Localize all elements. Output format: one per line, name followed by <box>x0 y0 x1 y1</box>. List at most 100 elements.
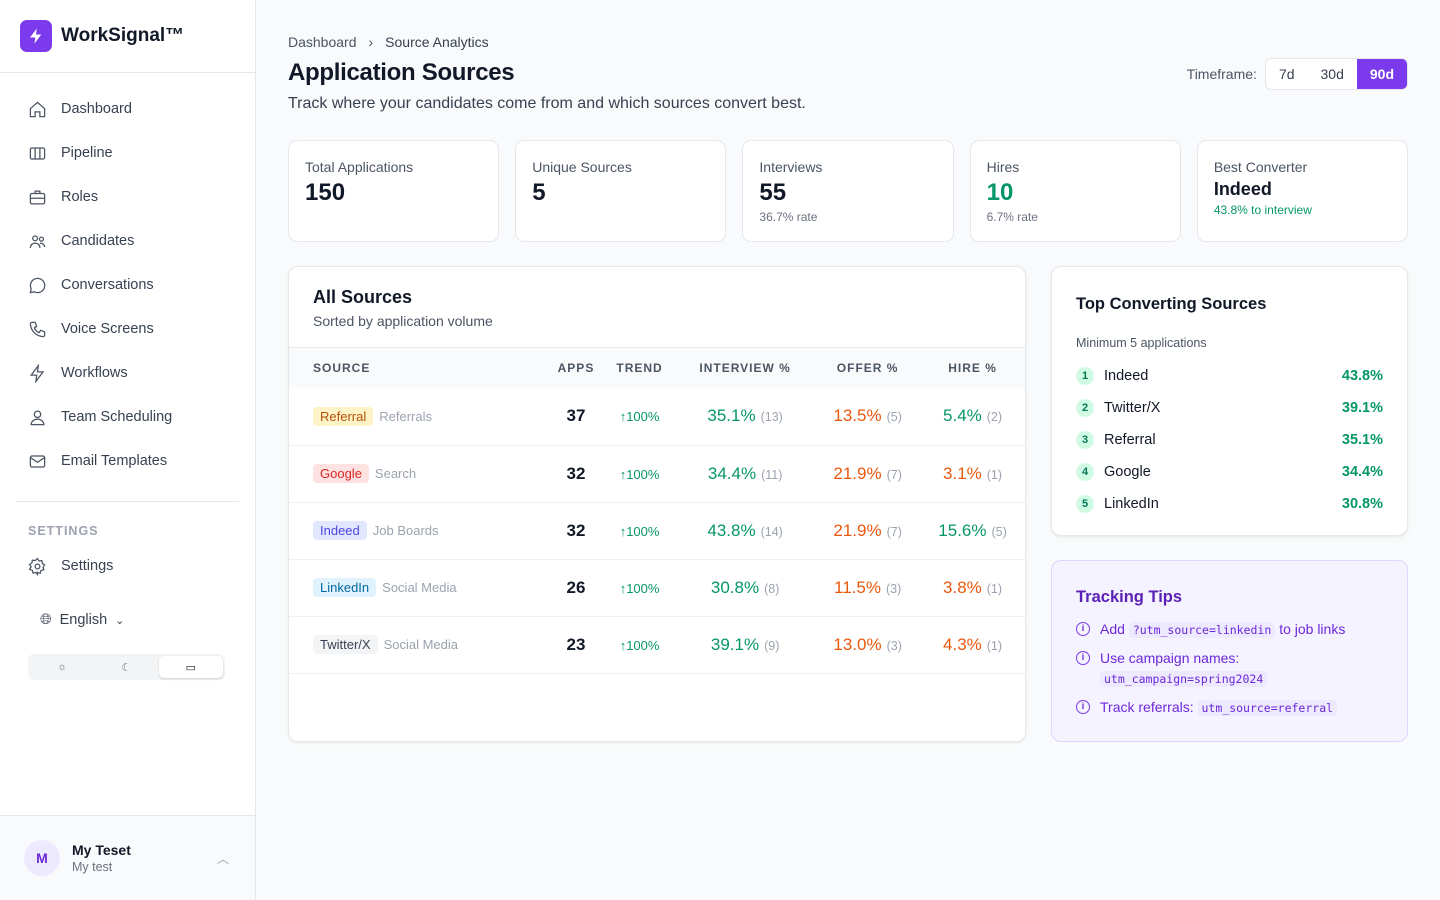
theme-dark-moon-icon[interactable]: ☾ <box>121 661 132 674</box>
source-name: LinkedIn <box>1104 496 1159 512</box>
source-category: Social Media <box>382 580 457 595</box>
conversion-value: 34.4% <box>1341 464 1383 480</box>
divider <box>16 501 239 502</box>
column-header[interactable]: SOURCE <box>289 348 548 388</box>
info-icon: i <box>1076 700 1090 714</box>
phone-icon <box>29 321 46 337</box>
hire-pct: 15.6% <box>938 520 987 540</box>
stat-value: 150 <box>305 179 346 206</box>
sidebar-item-label: Settings <box>61 558 114 574</box>
sidebar-item-team-scheduling[interactable]: Team Scheduling <box>0 395 255 439</box>
tip-text: Use campaign names: <box>1100 650 1240 666</box>
column-header[interactable]: TREND <box>604 348 676 388</box>
hire-count: (2) <box>986 410 1003 425</box>
tip-item: i Add ?utm_source=linkedin to job links <box>1052 619 1407 640</box>
apps-count: 37 <box>566 406 586 426</box>
card-subtitle: Minimum 5 applications <box>1076 336 1207 350</box>
stat-sub: 36.7% rate <box>759 210 818 224</box>
source-category: Referrals <box>379 408 432 424</box>
breadcrumb-current: Source Analytics <box>385 34 489 50</box>
offer-pct: 13.5% <box>833 406 882 426</box>
stat-label: Unique Sources <box>532 159 632 175</box>
sidebar-item-candidates[interactable]: Candidates <box>0 219 255 263</box>
interview-pct: 35.1% <box>707 406 756 426</box>
timeframe-90d[interactable]: 90d <box>1356 59 1407 89</box>
table-row[interactable]: Indeed Job Boards 32 ↑100% 43.8% (14) 21.9… <box>289 502 1025 560</box>
chat-icon <box>29 277 46 293</box>
sidebar-item-voice-screens[interactable]: Voice Screens <box>0 307 255 351</box>
logo[interactable]: WorkSignal™ <box>0 0 255 73</box>
sidebar-item-email-templates[interactable]: Email Templates <box>0 439 255 483</box>
stat-card: Hires 10 6.7% rate <box>969 140 1181 242</box>
globe-icon: 🌐︎ <box>40 612 52 628</box>
table-row[interactable]: Google Search 32 ↑100% 34.4% (11) 21.9% (7)… <box>289 445 1025 503</box>
interview-count: (8) <box>764 581 780 596</box>
trend-value: ↑100% <box>619 580 660 596</box>
sidebar-item-label: Workflows <box>61 365 128 381</box>
interview-count: (9) <box>764 638 780 653</box>
stat-value: 10 <box>986 179 1014 206</box>
column-header[interactable]: INTERVIEW % <box>675 348 816 388</box>
app-name: WorkSignal™ <box>61 25 185 46</box>
hire-count: (1) <box>986 581 1003 596</box>
hire-pct: 5.4% <box>943 406 982 426</box>
chevron-up-icon: ︿ <box>216 851 229 866</box>
timeframe-7d[interactable]: 7d <box>1278 66 1295 82</box>
mail-icon <box>29 454 46 468</box>
hire-count: (1) <box>986 467 1003 482</box>
source-badge: Referral <box>313 406 374 426</box>
table-row[interactable]: LinkedIn Social Media 26 ↑100% 30.8% (8) 1… <box>289 559 1025 617</box>
source-name: Referral <box>1104 432 1156 448</box>
theme-toggle: ☼ ☾ ▭ <box>28 654 225 680</box>
sidebar-item-conversations[interactable]: Conversations <box>0 263 255 307</box>
avatar: M <box>24 840 60 876</box>
column-header[interactable]: OFFER % <box>815 348 921 388</box>
stat-label: Interviews <box>759 159 823 175</box>
tip-code: utm_source=referral <box>1197 700 1338 716</box>
theme-system-monitor-icon[interactable]: ▭ <box>158 656 223 678</box>
users-icon <box>29 234 46 248</box>
stat-card: Total Applications 150 <box>288 140 500 242</box>
interview-count: (11) <box>761 467 783 482</box>
card-title: Tracking Tips <box>1076 588 1183 606</box>
interview-count: (13) <box>760 410 783 425</box>
table-row[interactable]: Referral Referrals 37 ↑100% 35.1% (13) 13.… <box>289 388 1025 446</box>
conversion-value: 30.8% <box>1341 496 1383 512</box>
stat-label: Hires <box>986 159 1020 175</box>
rank-badge: 2 <box>1076 399 1094 417</box>
conversion-value: 43.8% <box>1341 368 1383 384</box>
column-header[interactable]: HIRE % <box>920 348 1025 388</box>
page-subtitle: Track where your candidates come from an… <box>288 95 806 112</box>
chevron-right-icon: › <box>368 34 374 50</box>
apps-count: 26 <box>566 577 586 597</box>
timeframe-30d[interactable]: 30d <box>1320 66 1344 82</box>
top-source-item: 4 Google 34.4% <box>1052 456 1407 488</box>
column-header[interactable]: APPS <box>547 348 605 388</box>
sidebar: WorkSignal™ Dashboard Pipeline Roles Candid… <box>0 0 256 900</box>
sidebar-item-workflows[interactable]: Workflows <box>0 351 255 395</box>
source-name: Twitter/X <box>1104 400 1161 416</box>
offer-count: (7) <box>886 524 902 539</box>
sidebar-item-dashboard[interactable]: Dashboard <box>0 87 255 131</box>
card-title: All Sources <box>313 287 413 307</box>
breadcrumb-dashboard[interactable]: Dashboard <box>288 34 357 50</box>
offer-pct: 21.9% <box>833 463 882 483</box>
theme-light-sun-icon[interactable]: ☼ <box>57 661 68 673</box>
sidebar-item-pipeline[interactable]: Pipeline <box>0 131 255 175</box>
sidebar-item-settings[interactable]: Settings <box>0 544 255 588</box>
user-menu[interactable]: M My Teset My test ︿ <box>0 815 255 900</box>
info-icon: i <box>1076 651 1090 665</box>
apps-count: 32 <box>566 463 586 483</box>
conversion-value: 35.1% <box>1341 432 1383 448</box>
language-select[interactable]: 🌐︎ English ⌄ <box>0 588 255 638</box>
table-row[interactable]: Twitter/X Social Media 23 ↑100% 39.1% (9) … <box>289 616 1025 674</box>
top-source-item: 2 Twitter/X 39.1% <box>1052 392 1407 424</box>
info-icon: i <box>1076 622 1090 636</box>
top-source-item: 3 Referral 35.1% <box>1052 424 1407 456</box>
top-converting-card: Top Converting Sources Minimum 5 applica… <box>1051 266 1408 536</box>
breadcrumb: Dashboard › Source Analytics <box>288 34 489 50</box>
offer-pct: 11.5% <box>834 577 881 597</box>
sidebar-item-roles[interactable]: Roles <box>0 175 255 219</box>
top-source-item: 5 LinkedIn 30.8% <box>1052 488 1407 520</box>
source-name: Google <box>1104 464 1151 480</box>
